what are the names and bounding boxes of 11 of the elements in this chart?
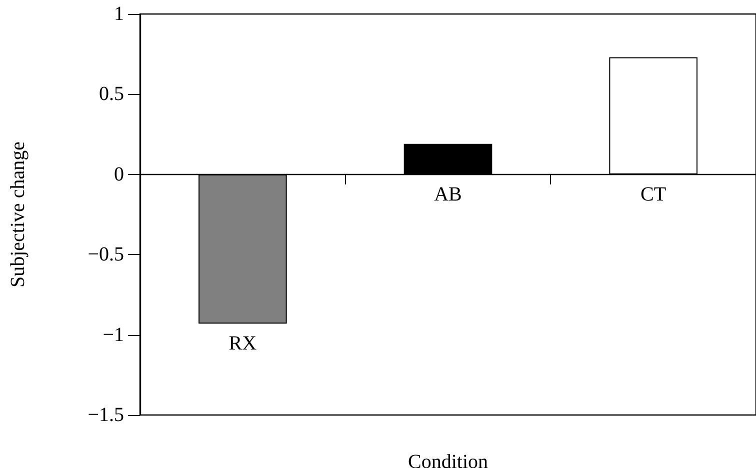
y-tick-label: 0 bbox=[114, 163, 124, 186]
y-tick-label: −0.5 bbox=[88, 244, 124, 266]
y-tick-label: −1.5 bbox=[88, 404, 124, 426]
y-tick-label: 1 bbox=[114, 3, 124, 25]
y-tick-label: 0.5 bbox=[99, 83, 124, 106]
x-tick-label: AB bbox=[434, 183, 462, 206]
x-tick-label: CT bbox=[640, 183, 666, 206]
x-tick-label: RX bbox=[228, 332, 258, 355]
y-axis-title: Subjective change bbox=[7, 141, 29, 288]
x-axis-title: Condition bbox=[408, 451, 488, 468]
y-tick-label: −1 bbox=[102, 324, 124, 346]
